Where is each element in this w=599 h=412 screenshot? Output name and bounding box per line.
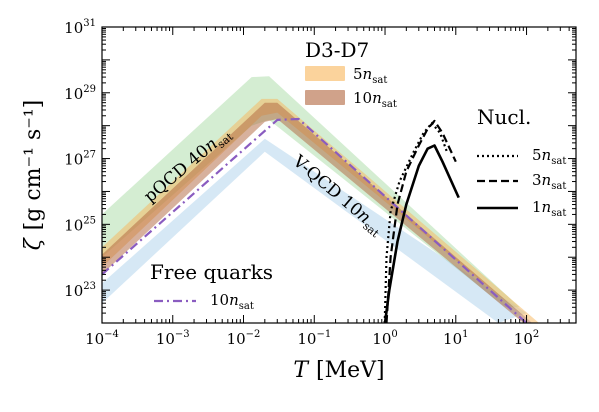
y-axis-title: ζ[g cm⁻¹ s⁻¹]: [21, 100, 46, 251]
y-tick-label: 1031: [64, 18, 96, 37]
y-tick-label: 1023: [64, 281, 96, 300]
y-tick-label: 1029: [64, 84, 96, 103]
legend-d3d7-title: D3-D7: [305, 38, 369, 62]
legend-nucl-title: Nucl.: [477, 105, 531, 129]
x-axis-title: T [MeV]: [293, 358, 384, 383]
band-d3d7-10: [102, 102, 533, 323]
line-nucl-1: [383, 144, 460, 323]
legend-free-quarks: Free quarks 10nsat: [150, 260, 273, 312]
tick-labels: 10−4 10−3 10−2 10−1 100 101 102 1023 1025 1027 102…: [64, 18, 539, 348]
legend-d3d7-swatch-10nsat: [305, 90, 345, 105]
line-nucl-5: [383, 122, 448, 323]
data-bands: [102, 76, 539, 323]
y-tick-label: 1025: [64, 215, 96, 234]
line-free-quarks: [102, 117, 528, 323]
y-tick-label: 1027: [64, 150, 96, 169]
x-tick-label: 10−2: [227, 329, 261, 348]
legend-free-label-10nsat: 10nsat: [210, 291, 254, 312]
x-tick-label: 10−1: [297, 329, 331, 348]
x-tick-label: 10−3: [156, 329, 190, 348]
legend-nucl-label-1nsat: 1nsat: [532, 198, 566, 219]
legend-d3d7-label-10nsat: 10nsat: [353, 89, 397, 110]
x-tick-label: 102: [514, 329, 539, 348]
x-tick-label: 101: [443, 329, 468, 348]
line-nucl-3: [385, 119, 457, 323]
legend-free-title: Free quarks: [150, 260, 273, 284]
legend-d3d7-label-5nsat: 5nsat: [353, 65, 387, 86]
data-lines: [102, 117, 528, 323]
legend-nucl: Nucl. 5nsat 3nsat 1nsat: [477, 105, 566, 219]
axis-ticks: [101, 26, 577, 324]
band-vqcd: [102, 138, 527, 323]
legend-nucl-label-3nsat: 3nsat: [532, 171, 566, 192]
plot-frame: [101, 26, 577, 324]
legend-nucl-label-5nsat: 5nsat: [532, 146, 566, 167]
legend-d3d7-swatch-5nsat: [305, 66, 345, 81]
x-tick-label: 100: [372, 329, 397, 348]
legend-d3d7: D3-D7 5nsat 10nsat: [305, 38, 397, 110]
x-tick-label: 10−4: [85, 329, 119, 348]
band-pqcd: [102, 76, 520, 308]
